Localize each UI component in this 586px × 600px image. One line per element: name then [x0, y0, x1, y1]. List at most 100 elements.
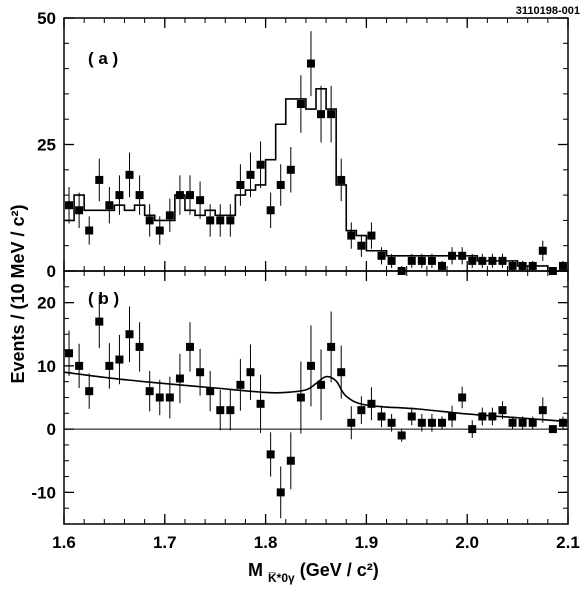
data-point [276, 488, 285, 497]
data-point [186, 342, 194, 351]
data-point [105, 361, 114, 370]
data-point [427, 256, 436, 265]
data-point [558, 261, 567, 270]
data-point [256, 160, 265, 169]
data-point [145, 387, 154, 396]
data-point [317, 110, 326, 119]
data-point [498, 406, 507, 415]
data-point [367, 231, 376, 240]
svg-text:M K̅*0γ (GeV: M K̅*0γ (GeV / c²) [248, 560, 379, 586]
data-point [417, 418, 426, 427]
data-point [327, 110, 336, 119]
data-point [427, 418, 436, 427]
data-point [337, 175, 346, 184]
data-point [85, 226, 94, 235]
y-tick-label: 0 [47, 262, 56, 281]
data-point [276, 180, 285, 189]
y-tick-label: 20 [37, 294, 56, 313]
data-point [186, 191, 194, 200]
y-axis-label: Events / (10 MeV / c²) [8, 204, 28, 383]
data-point [226, 406, 235, 415]
panel-a: 0 25 50 ( a ) [37, 9, 569, 281]
y-tick-label: 0 [47, 420, 56, 439]
data-point [125, 170, 134, 179]
data-point [407, 412, 416, 421]
x-tick-label: 1.9 [355, 533, 379, 552]
data-point [246, 170, 255, 179]
data-point [478, 412, 487, 421]
data-point [438, 261, 446, 270]
data-point [296, 100, 305, 109]
data-point [155, 393, 164, 402]
y-tick-label: 25 [37, 136, 56, 155]
data-point [135, 342, 144, 351]
data-point [196, 368, 205, 377]
data-point [155, 226, 164, 235]
fit-curve [63, 371, 569, 423]
data-point [196, 196, 205, 205]
data-point [387, 256, 396, 265]
x-tick-label: 1.6 [52, 533, 76, 552]
data-point [458, 393, 467, 402]
x-tick-label: 1.8 [254, 533, 278, 552]
data-point [306, 361, 315, 370]
data-point [206, 387, 215, 396]
x-axis-label: M K̅*0γ (GeV / c²) [248, 560, 379, 586]
data-point [538, 406, 547, 415]
data-point [165, 393, 174, 402]
y-tick-label: -10 [31, 483, 56, 502]
data-point [175, 374, 184, 383]
data-point [286, 456, 295, 465]
data-point [65, 201, 74, 210]
panel-b: 1.6 1.7 1.8 1.9 2.0 2.1 -10 0 10 20 ( b ) [31, 270, 580, 552]
data-point [226, 216, 235, 225]
panel-label: ( b ) [88, 289, 119, 308]
data-point [508, 261, 517, 270]
data-point [65, 349, 74, 358]
data-point [357, 241, 366, 250]
y-tick-label: 10 [37, 357, 56, 376]
x-tick-label: 2.0 [455, 533, 479, 552]
data-point [75, 361, 84, 370]
data-point [377, 251, 386, 260]
data-point [347, 418, 356, 427]
data-point [528, 418, 537, 427]
data-point [95, 317, 104, 326]
figure-id: 3110198-001 [516, 5, 580, 17]
data-point [468, 256, 477, 265]
data-point [357, 406, 366, 415]
data-point [407, 256, 416, 265]
data-point [327, 342, 336, 351]
data-point [397, 431, 406, 440]
data-point [256, 399, 265, 408]
x-tick-label: 1.7 [153, 533, 177, 552]
plot-frame [63, 270, 569, 525]
data-point [317, 380, 326, 389]
histogram-line [64, 88, 568, 272]
y-tick-label: 50 [37, 9, 56, 28]
data-point [236, 380, 245, 389]
data-point [75, 206, 84, 215]
data-point [538, 246, 547, 255]
data-point [105, 201, 114, 210]
data-point [95, 175, 104, 184]
data-point [206, 216, 215, 225]
data-point [417, 256, 426, 265]
data-point [115, 355, 124, 364]
data-point [558, 418, 567, 427]
data-point [508, 418, 517, 427]
x-axis-label-sub: K̅*0γ [268, 571, 295, 585]
data-point [306, 59, 315, 68]
data-point [236, 180, 245, 189]
x-tick-label: 2.1 [556, 533, 580, 552]
data-point [347, 231, 356, 240]
x-axis-label-main: M [248, 560, 263, 580]
data-point [448, 412, 457, 421]
data-point [377, 412, 386, 421]
data-point [266, 206, 275, 215]
data-point [85, 387, 94, 396]
data-point [246, 368, 255, 377]
data-point [266, 450, 275, 459]
